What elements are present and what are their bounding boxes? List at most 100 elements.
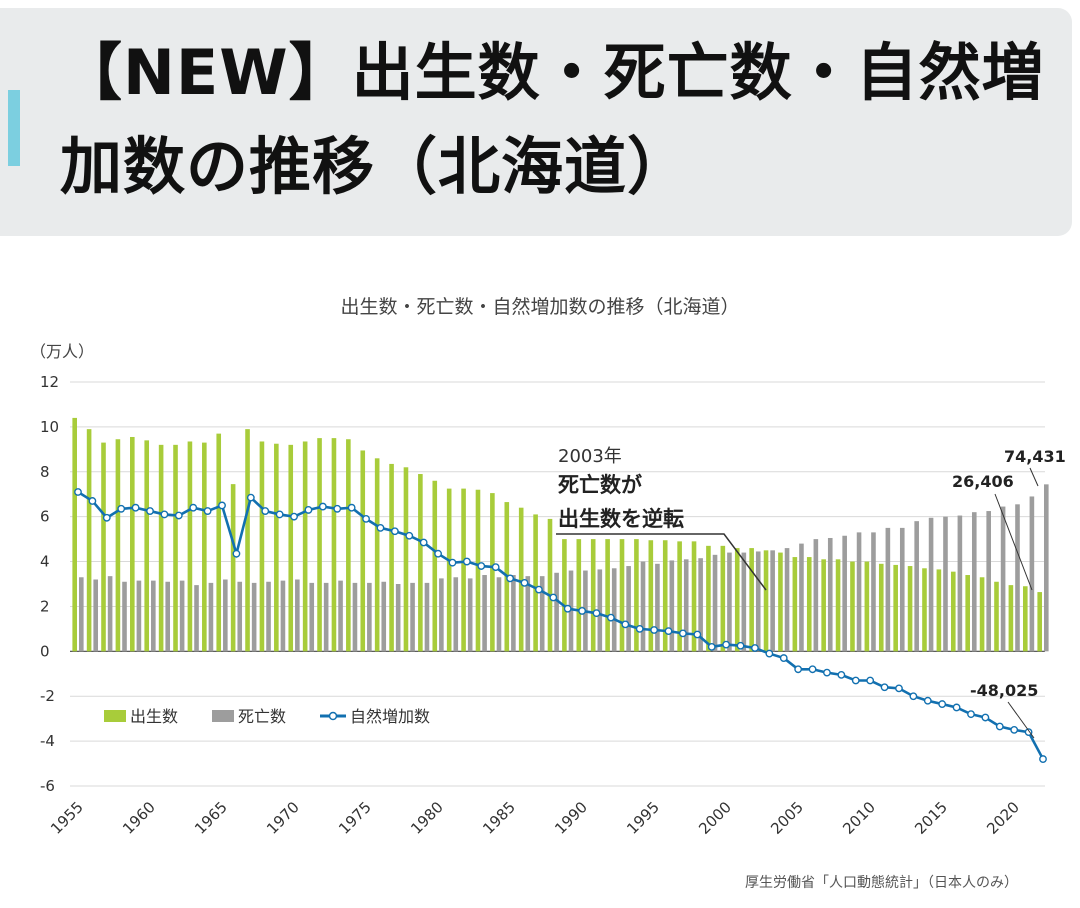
natural-increase-point <box>74 488 82 496</box>
births-bar <box>389 463 394 652</box>
deaths-bar <box>712 554 718 652</box>
births-bar <box>720 545 726 652</box>
births-bar <box>706 545 711 652</box>
chart-title: 出生数・死亡数・自然増加数の推移（北海道） <box>340 296 740 318</box>
deaths-bar <box>698 558 703 652</box>
deaths-bar <box>381 581 387 652</box>
births-bar <box>403 467 409 652</box>
natural-increase-point <box>736 641 745 650</box>
natural-last-leader <box>1007 701 1035 739</box>
births-bar <box>86 429 92 652</box>
deaths-bar <box>770 550 775 652</box>
births-bar <box>173 444 178 652</box>
natural-increase-point <box>923 696 932 705</box>
births-bar <box>216 433 222 652</box>
births-bar <box>360 450 366 652</box>
births-bar <box>187 441 193 652</box>
natural-increase-point <box>333 504 342 513</box>
natural-increase-point <box>866 676 875 685</box>
deaths-bar <box>496 577 502 652</box>
natural-increase-point <box>362 515 370 523</box>
deaths-bar <box>482 575 487 652</box>
births-bar <box>907 566 913 652</box>
births-bar <box>144 440 150 652</box>
births-bar <box>749 548 754 652</box>
x-tick-label: 1995 <box>623 798 663 838</box>
births-bar <box>662 540 668 652</box>
natural-increase-point <box>189 503 198 512</box>
births-bar <box>619 539 625 652</box>
natural-increase-point <box>765 649 774 658</box>
natural-increase-point <box>837 671 846 679</box>
births-bar <box>259 441 265 652</box>
natural-increase-point <box>895 684 903 693</box>
deaths-bar <box>727 552 732 652</box>
natural-increase-point <box>218 501 226 510</box>
deaths-bar <box>165 581 171 652</box>
births-bar <box>763 550 769 652</box>
y-tick-label: 10 <box>40 418 59 436</box>
natural-increase-point <box>462 557 471 566</box>
natural-increase-point <box>146 507 154 515</box>
births-bar <box>806 557 812 652</box>
x-tick-label: 2000 <box>695 798 735 838</box>
births-bar <box>317 438 322 652</box>
natural-increase-point <box>880 683 889 692</box>
natural-increase-point <box>520 578 529 587</box>
deaths-bar <box>539 576 545 652</box>
x-tick-label: 1980 <box>407 798 447 838</box>
births-bar <box>374 458 380 652</box>
y-tick-label: 6 <box>40 508 50 526</box>
deaths-bar <box>439 578 444 652</box>
births-bar <box>446 488 452 652</box>
births-bar <box>518 507 524 652</box>
natural-increase-point <box>405 531 414 540</box>
deaths-bar <box>467 578 473 652</box>
natural-increase-point <box>823 668 831 677</box>
births-bar <box>821 559 826 652</box>
births-bar <box>835 559 841 652</box>
y-tick-label: -2 <box>40 687 55 705</box>
natural-increase-point <box>679 629 687 638</box>
x-tick-label: 1985 <box>479 798 519 838</box>
deaths-bar <box>899 527 905 652</box>
legend-births-swatch <box>104 710 126 722</box>
deaths-bar <box>367 582 372 652</box>
deaths-bar <box>827 537 833 652</box>
births-bar <box>562 539 567 652</box>
births-bar <box>432 480 438 652</box>
chart-legend: 出生数 死亡数 自然増加数 <box>104 707 430 726</box>
births-bar <box>1022 586 1028 652</box>
births-bar <box>950 571 956 652</box>
natural-increase-point <box>952 703 961 712</box>
births-bar <box>965 575 970 652</box>
natural-increase-point <box>779 654 788 662</box>
natural-increase-point <box>434 549 442 558</box>
natural-increase-point <box>304 506 313 514</box>
y-tick-label: 12 <box>40 373 59 391</box>
natural-increase-point <box>1039 755 1047 763</box>
natural-increase-point <box>275 510 284 519</box>
births-bar <box>158 444 164 652</box>
deaths-bar <box>208 582 214 652</box>
deaths-bar <box>856 532 862 652</box>
deaths-bar <box>885 527 891 652</box>
births-last-leader <box>994 493 1033 591</box>
deaths-bar <box>295 579 300 652</box>
deaths-bar <box>799 543 804 652</box>
births-bar <box>461 488 466 652</box>
deaths-bar <box>813 539 819 652</box>
y-tick-label: 0 <box>40 642 50 660</box>
y-tick-label: -6 <box>40 777 55 795</box>
births-bar <box>677 541 682 652</box>
annotation-leader <box>556 533 767 591</box>
natural-increase-point <box>102 513 111 522</box>
births-bar <box>533 514 538 652</box>
natural-increase-point <box>578 607 587 615</box>
natural-increase-point <box>390 527 399 536</box>
x-tick-label: 1970 <box>263 798 303 838</box>
x-tick-label: 1960 <box>119 798 159 838</box>
natural-increase-point <box>938 700 947 708</box>
natural-increase-point <box>491 563 500 572</box>
